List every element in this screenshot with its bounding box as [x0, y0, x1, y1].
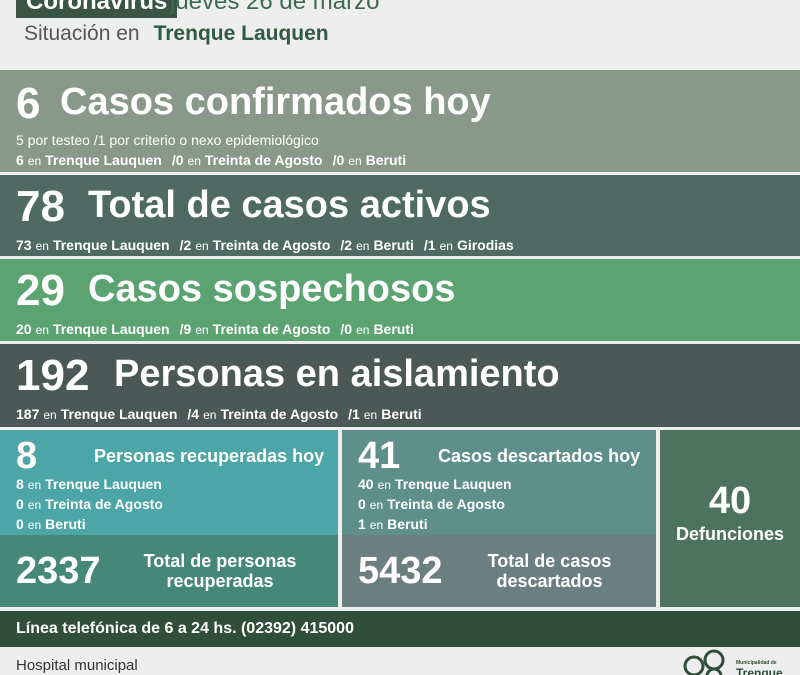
- hospital-label: Hospital municipal: [16, 657, 138, 674]
- deaths-label: Defunciones: [675, 524, 785, 544]
- confirmed-cases-band: 6 Casos confirmados hoy 5 por testeo /1 …: [0, 70, 800, 172]
- isolation-locations-line: 187 en Trenque Lauquen/4 en Treinta de Agost…: [16, 406, 422, 422]
- recovered-today-number: 8: [16, 435, 38, 477]
- discarded-total-label: Total de casos descartados: [487, 551, 612, 591]
- discarded-total-box: 5432 Total de casos descartados: [342, 535, 656, 607]
- deaths-number: 40: [708, 480, 752, 522]
- active-title: Total de casos activos: [88, 184, 491, 226]
- phone-line-text: Línea telefónica de 6 a 24 hs. (02392) 4…: [16, 620, 354, 637]
- municipality-logo: Municipalidad de Trenque: [682, 648, 792, 675]
- confirmed-detail-line: 5 por testeo /1 por criterio o nexo epid…: [16, 132, 319, 148]
- isolation-number: 192: [16, 351, 90, 400]
- recovered-total-label: Total de personas recuperadas: [143, 551, 297, 591]
- isolation-band: 192 Personas en aislamiento 187 en Trenque…: [0, 344, 800, 427]
- active-locations-line: 73 en Trenque Lauquen/2 en Treinta de Agosto…: [16, 237, 514, 253]
- discarded-today-title: Casos descartados hoy: [438, 446, 641, 466]
- active-number: 78: [16, 182, 65, 231]
- suspected-title: Casos sospechosos: [88, 268, 456, 310]
- recovered-row: 0 en Beruti: [16, 516, 86, 532]
- logo-big-text: Trenque: [736, 666, 783, 675]
- discarded-row: 0 en Treinta de Agosto: [358, 496, 505, 512]
- recovered-today-box: 8 Personas recuperadas hoy 8 en Trenque La…: [0, 430, 338, 535]
- recovered-row: 0 en Treinta de Agosto: [16, 496, 163, 512]
- recovered-today-title: Personas recuperadas hoy: [94, 446, 325, 466]
- confirmed-locations-line: 6 en Trenque Lauquen/0 en Treinta de Agosto /…: [16, 152, 407, 168]
- isolation-title: Personas en aislamiento: [114, 353, 560, 395]
- suspected-cases-band: 29 Casos sospechosos 20 en Trenque Lauquen…: [0, 259, 800, 341]
- recovered-total-box: 2337 Total de personas recuperadas: [0, 535, 338, 607]
- discarded-row: 1 en Beruti: [358, 516, 428, 532]
- report-date: jueves 26 de marzo: [170, 0, 380, 15]
- confirmed-number: 6: [16, 79, 41, 128]
- situation-heading: Situación en Trenque Lauquen: [24, 22, 329, 46]
- discarded-today-box: 41 Casos descartados hoy 40 en Trenque Lau…: [342, 430, 656, 535]
- situation-label: Situación en: [24, 22, 140, 45]
- recovered-total-number: 2337: [16, 550, 101, 592]
- recovered-row: 8 en Trenque Lauquen: [16, 476, 162, 492]
- coronavirus-badge: Coronavirus: [16, 0, 178, 18]
- suspected-number: 29: [16, 266, 65, 315]
- logo-small-text: Municipalidad de: [736, 660, 777, 666]
- suspected-locations-line: 20 en Trenque Lauquen/9 en Treinta de Agosto…: [16, 321, 414, 337]
- deaths-box: 40 Defunciones: [660, 430, 800, 607]
- active-cases-band: 78 Total de casos activos 73 en Trenque La…: [0, 175, 800, 256]
- phone-line-bar: Línea telefónica de 6 a 24 hs. (02392) 4…: [0, 611, 800, 647]
- discarded-today-number: 41: [358, 435, 401, 477]
- discarded-row: 40 en Trenque Lauquen: [358, 476, 512, 492]
- confirmed-title: Casos confirmados hoy: [60, 81, 491, 123]
- situation-place: Trenque Lauquen: [153, 22, 329, 45]
- discarded-total-number: 5432: [358, 550, 443, 592]
- municipality-logo-icon: [683, 649, 725, 675]
